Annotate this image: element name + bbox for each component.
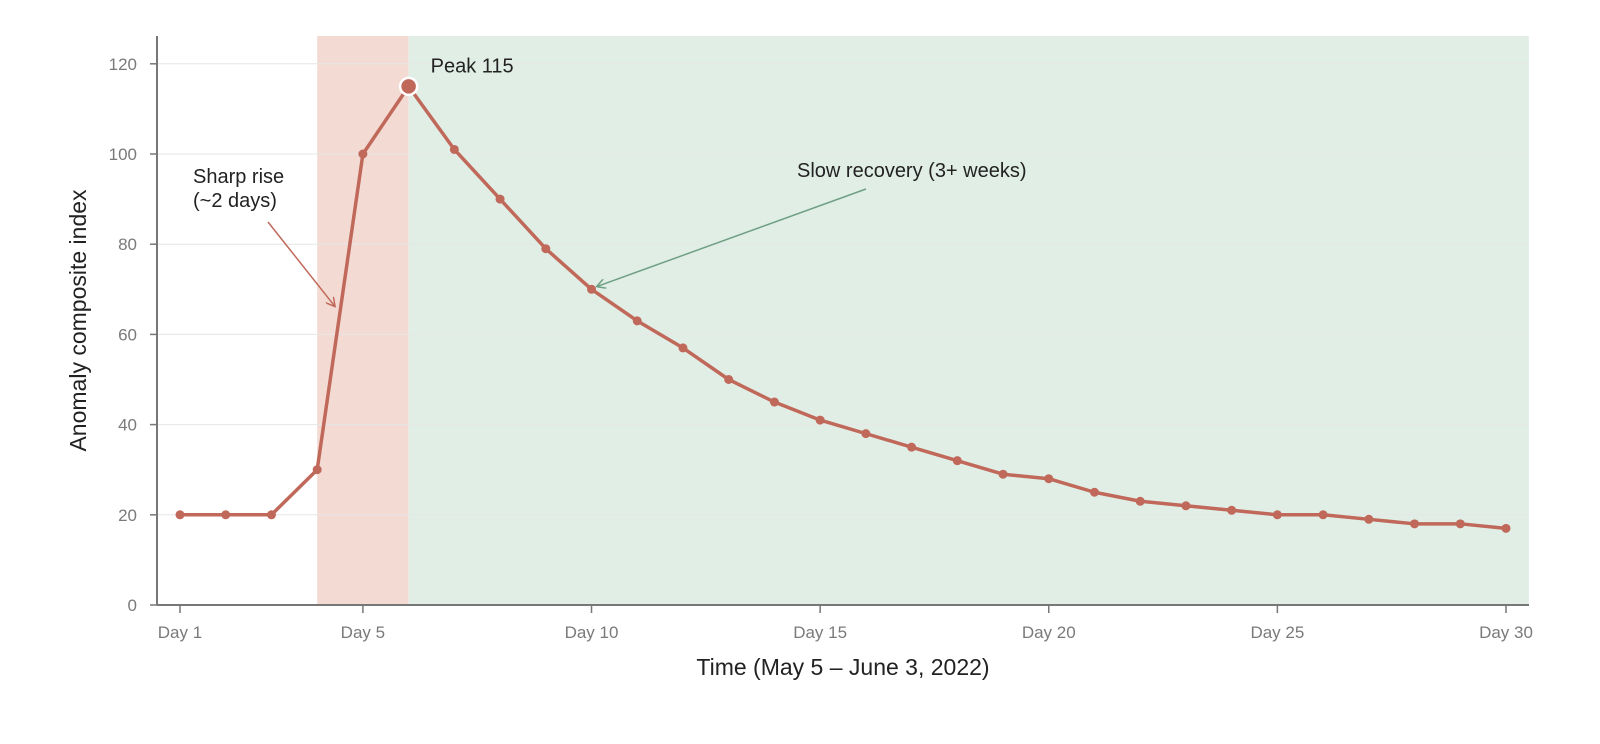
sharp-rise-annotation: Sharp rise (~2 days) [193,166,284,212]
data-point [998,469,1008,479]
x-tick-label: Day 10 [565,623,619,642]
data-point [1181,501,1191,511]
peak-point [398,76,419,97]
data-point [1227,505,1237,515]
slow-recovery-arrow [598,188,867,286]
data-point [1410,519,1420,529]
data-point [678,343,688,353]
peak-label: Peak 115 [431,55,514,77]
slow-recovery-annotation: Slow recovery (3+ weeks) [797,160,1027,182]
x-axis-title: Time (May 5 – June 3, 2022) [696,654,989,680]
data-point [1044,474,1054,484]
x-tick-label: Day 25 [1250,623,1304,642]
data-point [1135,496,1145,506]
y-axis-title: Anomaly composite index [65,189,91,452]
data-point [632,316,642,326]
data-point [1089,487,1099,497]
sharp-rise-arrow [267,221,334,306]
data-point [1318,510,1328,520]
y-tick-label: 80 [118,235,137,254]
x-tick-label: Day 1 [158,623,202,642]
data-point [724,375,734,384]
data-point [358,149,368,159]
recovery-shaded-region [408,36,1529,605]
data-point [587,284,597,294]
data-point [1455,519,1465,529]
data-point [495,194,505,204]
rise-shaded-region [317,36,409,605]
data-point [1501,523,1511,533]
data-point [312,465,322,475]
data-point [1272,510,1282,520]
y-tick-label: 60 [118,325,137,344]
y-tick-label: 40 [118,416,137,435]
data-point [1364,514,1374,524]
y-tick-label: 100 [109,145,137,164]
data-point [861,429,871,439]
data-point [175,510,185,520]
data-point [221,510,231,520]
x-tick-label: Day 5 [341,623,385,642]
x-tick-label: Day 15 [793,623,847,642]
data-point [952,456,962,466]
y-tick-label: 0 [128,596,137,615]
data-point [907,442,917,452]
data-point [449,144,459,154]
x-tick-label: Day 30 [1479,623,1533,642]
y-tick-label: 20 [118,506,137,525]
data-point [769,397,779,407]
data-point [815,415,825,425]
data-point [541,244,551,254]
series-line [180,84,1507,531]
x-tick-label: Day 20 [1022,623,1076,642]
data-point [266,510,276,520]
y-tick-label: 120 [109,55,137,74]
